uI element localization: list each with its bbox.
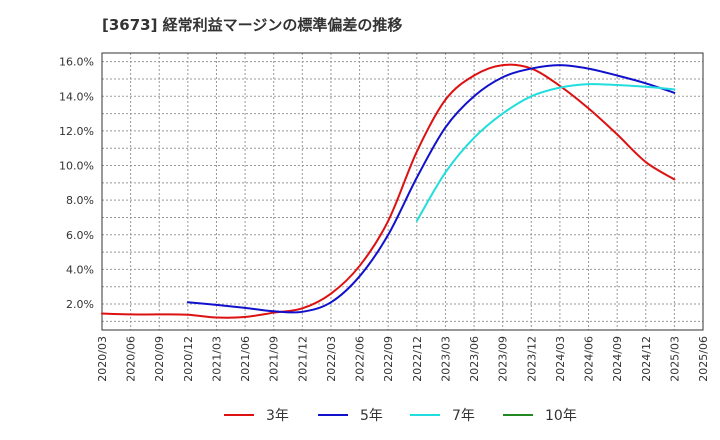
x-tick-label: 2025/03 [668,336,681,382]
x-tick-label: 2020/09 [153,336,166,382]
x-tick-label: 2021/06 [239,336,252,382]
x-tick-label: 2022/06 [354,336,367,382]
legend: 3年 5年 7年 10年 [224,408,577,424]
x-tick-label: 2020/12 [182,336,195,382]
x-tick-label: 2024/06 [583,336,596,382]
series-lines [101,63,676,319]
x-tick-label: 2023/03 [439,336,452,382]
legend-label-1: 5年 [360,408,383,424]
legend-label-0: 3年 [266,408,289,424]
x-tick-label: 2024/09 [611,336,624,382]
x-tick-label: 2022/09 [382,336,395,382]
y-tick-label: 12.0% [59,125,94,138]
y-tick-label: 8.0% [66,194,94,207]
x-tick-label: 2020/03 [96,336,109,382]
x-tick-label: 2023/09 [497,336,510,382]
x-tick-label: 2020/06 [125,336,138,382]
y-tick-label: 16.0% [59,56,94,69]
x-tick-label: 2025/06 [697,336,710,382]
x-tick-label: 2024/12 [640,336,653,382]
legend-label-3: 10年 [545,408,577,424]
y-tick-label: 4.0% [66,263,94,276]
series-line-0 [101,63,676,319]
x-tick-label: 2022/03 [325,336,338,382]
y-tick-label: 14.0% [59,90,94,103]
x-tick-label: 2021/09 [268,336,281,382]
legend-label-2: 7年 [452,408,475,424]
x-tick-label: 2021/03 [210,336,223,382]
x-axis-ticks: 2020/03 2020/06 2020/09 2020/12 2021/03 2021/… [96,336,710,382]
y-tick-label: 6.0% [66,229,94,242]
x-tick-label: 2022/12 [411,336,424,382]
x-tick-label: 2023/06 [468,336,481,382]
chart-title: [3673] 経常利益マージンの標準偏差の推移 [102,16,403,34]
series-line-2 [415,83,676,222]
grid [102,53,703,330]
plot-area [101,52,704,331]
series-line-1 [186,64,676,314]
y-axis-ticks: 2.0% 4.0% 6.0% 8.0% 10.0% 12.0% 14.0% 16.0% [59,56,94,311]
y-tick-label: 2.0% [66,298,94,311]
y-tick-label: 10.0% [59,160,94,173]
x-tick-label: 2024/03 [554,336,567,382]
x-tick-label: 2023/12 [525,336,538,382]
x-tick-label: 2021/12 [296,336,309,382]
